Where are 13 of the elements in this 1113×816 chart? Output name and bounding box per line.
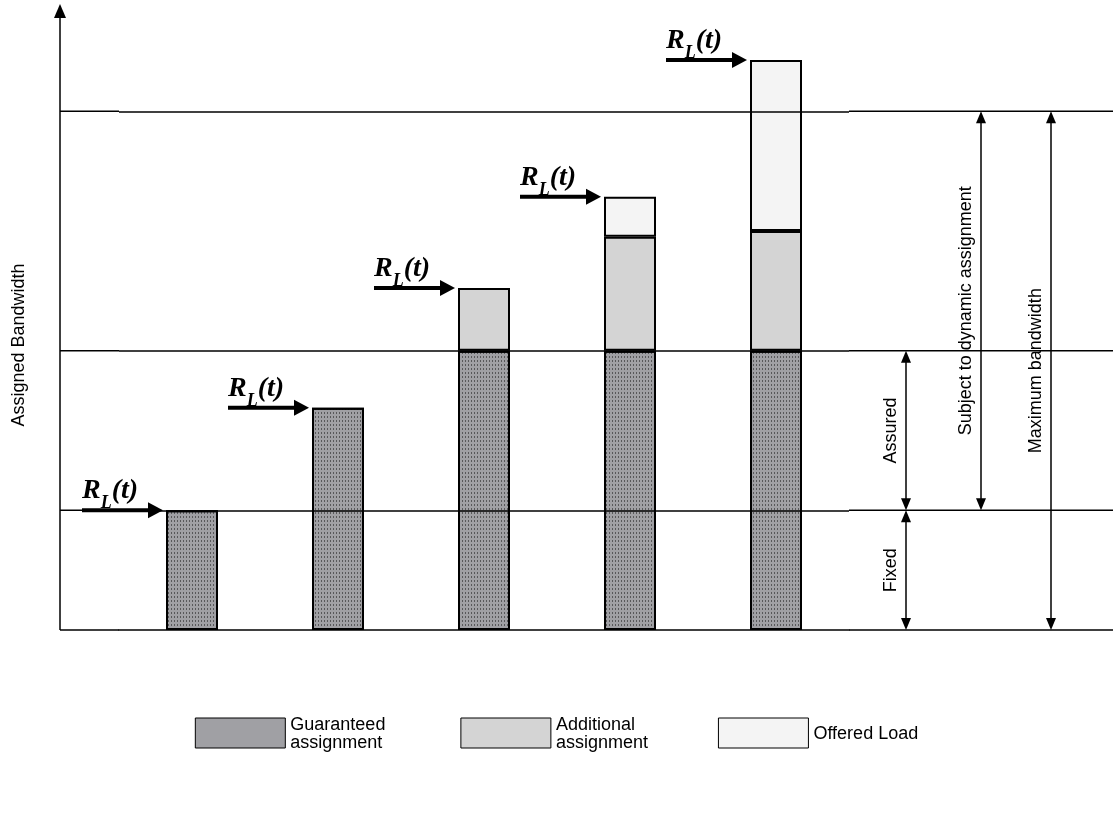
text: Fixed — [880, 548, 900, 593]
text: Assigned Bandwidth — [8, 263, 28, 427]
annotation: R$_{L}$(t) — [81, 473, 139, 513]
text: Subject to dynamic assignment — [955, 186, 975, 436]
annotation: R$_{L}$(t) — [227, 370, 285, 410]
legend-label: Offered Load — [813, 723, 919, 743]
text: Assured — [880, 397, 900, 464]
annotation: R$_{L}$(t) — [519, 159, 577, 199]
text: Maximum bandwidth — [1025, 288, 1045, 454]
text: R$_{L}$(t) — [665, 23, 723, 62]
legend-label: Additional assignment — [555, 714, 648, 752]
annotation: R$_{L}$(t) — [373, 251, 431, 290]
legend-label: Guaranteed assignment — [290, 714, 391, 752]
